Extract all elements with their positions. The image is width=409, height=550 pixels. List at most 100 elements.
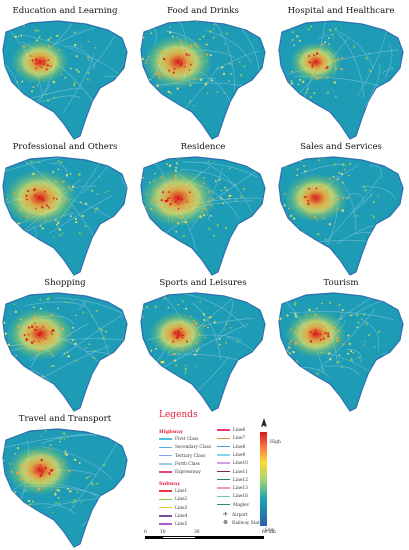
legend-item-label: Line3	[175, 505, 188, 511]
legend-swatch	[217, 470, 230, 473]
density-map	[140, 20, 266, 140]
map-panel-title: Residence	[180, 142, 226, 152]
hotspot	[7, 444, 73, 496]
legend-colorbar	[260, 432, 267, 526]
legend-highway-heading: Highway	[159, 429, 184, 435]
legend-title: Legends	[159, 410, 198, 420]
legend-swatch	[217, 445, 230, 448]
scale-tick-3: 60	[262, 530, 268, 535]
legend-item: Tertiary Class	[159, 453, 205, 460]
density-map	[278, 20, 404, 140]
legend-item: Line9	[217, 452, 245, 459]
legend-item: Line10	[217, 460, 248, 467]
legend-swatch	[159, 506, 172, 509]
legend-item-label: Line12	[233, 477, 249, 483]
legend-symbol-label: Airport	[232, 513, 248, 518]
legend-swatch	[217, 437, 230, 439]
hotspot	[285, 310, 347, 358]
legend-symbol-label: Railway Station	[232, 521, 267, 527]
legend-item-label: Line11	[233, 469, 249, 475]
hotspot	[290, 42, 342, 82]
legend-symbol: ⊛ Railway Station	[223, 519, 266, 527]
map-panel-title: Travel and Transport	[18, 414, 112, 424]
legend-item-label: Line2	[175, 497, 188, 503]
legend-item: Line6	[217, 427, 245, 434]
legend-swatch	[159, 463, 172, 465]
map-panel: Professional and Others	[0, 142, 130, 277]
legend-item: Line8	[217, 444, 245, 451]
map-panel-title: Sports and Leisures	[159, 278, 247, 288]
legend-swatch	[159, 446, 172, 448]
legend-item-label: First Class	[175, 437, 199, 442]
map-panel: Residence	[138, 142, 268, 277]
map-panel-title: Hospital and Healthcare	[287, 6, 395, 16]
legend-item-label: Line8	[233, 444, 246, 450]
legend-item: First Class	[159, 436, 198, 443]
legend-item: Line4	[159, 513, 187, 520]
density-map	[278, 292, 404, 412]
legend-item-label: Line6	[233, 428, 246, 433]
map-panel-title: Education and Learning	[12, 6, 118, 16]
density-map	[2, 292, 128, 412]
legend-item: Line12	[217, 477, 248, 484]
legend-swatch	[159, 438, 172, 440]
map-panel-title: Sales and Services	[300, 142, 382, 152]
colorbar-low-label: Low	[265, 528, 275, 533]
colorbar-high-label: High	[270, 440, 281, 445]
legend-swatch	[217, 495, 230, 498]
legend-item: Forth Class	[159, 461, 200, 468]
map-panel: Tourism	[276, 278, 406, 413]
legend-swatch	[159, 471, 172, 473]
legend-item-label: Tertiary Class	[175, 453, 206, 459]
hotspot	[143, 35, 213, 89]
legend-item-label: Secondary Class	[175, 445, 212, 451]
legend-swatch	[159, 523, 172, 525]
scale-bar	[145, 536, 265, 540]
legend-item-label: Forth Class	[175, 461, 200, 467]
legend-item: Maglev	[217, 502, 249, 509]
legend-item: Line11	[217, 469, 248, 476]
land-area	[2, 20, 128, 140]
airplane-icon: ✈	[223, 511, 229, 518]
map-panel-title: Professional and Others	[12, 142, 118, 152]
hotspot	[149, 311, 207, 357]
map-panel: Travel and Transport	[0, 414, 130, 549]
legend-swatch	[217, 454, 230, 456]
legend-swatch	[159, 515, 172, 517]
legend-swatch	[217, 503, 230, 506]
map-panel: Sports and Leisures	[138, 278, 268, 413]
legend-item-label: Maglev	[233, 502, 250, 508]
legend-item-label: Line13	[233, 486, 249, 492]
legend-swatch	[217, 462, 230, 464]
legend-subway-heading: Subway	[159, 481, 181, 487]
density-map	[278, 156, 404, 276]
legend-item-label: Line16	[233, 494, 249, 500]
legend-swatch	[159, 490, 172, 492]
density-map	[2, 20, 128, 140]
map-panel: Sales and Services	[276, 142, 406, 277]
north-arrow-label: N	[262, 424, 266, 429]
legend-item-label: Line10	[233, 461, 249, 467]
legend-item-label: Line9	[233, 452, 246, 458]
scale-tick-1: 10	[160, 530, 166, 535]
legend-item-label: Line1	[175, 489, 188, 494]
legend-swatch	[217, 479, 230, 481]
legend-swatch	[159, 498, 172, 500]
north-arrow-icon	[261, 418, 267, 427]
hotspot	[6, 307, 74, 361]
railway-station-icon: ⊛	[223, 519, 229, 527]
legend: Legends Highway Subway First Class Second…	[144, 410, 407, 548]
density-map	[2, 428, 128, 548]
map-panel: Hospital and Healthcare	[276, 6, 406, 141]
map-panel-title: Shopping	[44, 278, 86, 288]
legend-item: Line13	[217, 485, 248, 492]
map-panel: Shopping	[0, 278, 130, 413]
legend-item: Line1	[159, 488, 187, 495]
legend-swatch	[217, 487, 230, 489]
map-panel: Education and Learning	[0, 6, 130, 141]
hotspot	[3, 169, 77, 227]
legend-item: Secondary Class	[159, 444, 211, 451]
legend-item: Line5	[159, 521, 187, 528]
scale-unit: km	[269, 530, 276, 535]
land-area	[140, 292, 266, 412]
